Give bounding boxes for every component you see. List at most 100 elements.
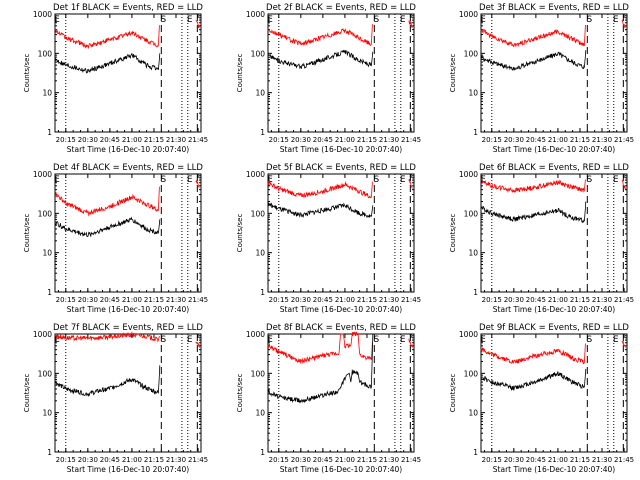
- x-tick-label: 21:15: [144, 136, 164, 144]
- plot-frame: [54, 173, 202, 293]
- y-tick-label: 100: [38, 49, 53, 58]
- x-tick-label: 21:45: [614, 296, 634, 304]
- y-tick-label: 100: [251, 369, 266, 378]
- panel-det-4: Det 4f BLACK = Events, RED = LLD 1 10 100 10…: [23, 163, 208, 314]
- y-tick-label: 100: [38, 209, 53, 218]
- x-tick-label: 21:00: [122, 136, 142, 144]
- panel-title: Det 5f BLACK = Events, RED = LLD: [266, 163, 416, 173]
- marker-label: E: [400, 15, 406, 25]
- x-tick-label: 20:45: [526, 296, 546, 304]
- plot-frame: [480, 13, 628, 133]
- plot-frame: [54, 333, 202, 453]
- plot-frame: [480, 333, 628, 453]
- series-line-lld: [621, 340, 626, 348]
- marker-label: E: [613, 15, 619, 25]
- marker-label: E: [480, 335, 486, 345]
- y-tick-label: 1000: [459, 330, 478, 339]
- y-axis-label: Counts/sec: [23, 374, 31, 413]
- x-tick-label: 20:30: [291, 296, 311, 304]
- x-tick-label: 20:30: [291, 456, 311, 464]
- series-line-lld: [195, 179, 200, 188]
- x-tick-label: 21:15: [570, 456, 590, 464]
- y-tick-label: 100: [251, 209, 266, 218]
- y-tick-label: 1000: [246, 330, 265, 339]
- x-tick-label: 20:15: [269, 136, 289, 144]
- x-tick-label: 21:00: [122, 456, 142, 464]
- x-tick-label: 21:30: [592, 136, 612, 144]
- x-tick-label: 21:00: [548, 136, 568, 144]
- x-tick-label: 20:45: [313, 296, 333, 304]
- y-axis-label: Counts/sec: [23, 214, 31, 253]
- y-tick-label: 100: [464, 49, 479, 58]
- marker-label: E: [400, 175, 406, 185]
- y-tick-label: 10: [42, 409, 52, 418]
- y-axis-label: Counts/sec: [236, 374, 244, 413]
- x-tick-label: 21:45: [614, 456, 634, 464]
- panel-det-8: Det 8f BLACK = Events, RED = LLD 1 10 100 10…: [236, 323, 421, 474]
- y-axis-label: Counts/sec: [236, 214, 244, 253]
- x-tick-label: 20:15: [56, 456, 76, 464]
- marker-label: E: [187, 15, 193, 25]
- y-tick-label: 1000: [33, 10, 52, 19]
- x-tick-label: 21:15: [357, 136, 377, 144]
- marker-label: S: [373, 335, 379, 345]
- y-tick-label: 1: [47, 288, 52, 297]
- y-tick-label: 1: [473, 288, 478, 297]
- y-tick-label: 100: [464, 209, 479, 218]
- x-tick-label: 20:15: [56, 296, 76, 304]
- x-tick-label: 21:45: [188, 136, 208, 144]
- x-tick-label: 20:45: [526, 456, 546, 464]
- marker-label: S: [373, 15, 379, 25]
- y-tick-label: 1000: [459, 10, 478, 19]
- panel-title: Det 9f BLACK = Events, RED = LLD: [479, 323, 629, 333]
- marker-label: E: [480, 15, 486, 25]
- x-tick-label: 20:15: [482, 456, 502, 464]
- series-line-lld: [54, 25, 160, 50]
- series-line-events: [267, 49, 374, 70]
- series-line-events: [267, 333, 374, 404]
- x-tick-label: 21:45: [188, 296, 208, 304]
- x-tick-label: 20:45: [100, 296, 120, 304]
- y-tick-label: 1000: [459, 170, 478, 179]
- y-tick-label: 1: [260, 128, 265, 137]
- x-tick-label: 21:30: [592, 456, 612, 464]
- y-tick-label: 1: [260, 288, 265, 297]
- x-axis-label: Start Time (16-Dec-10 20:07:40): [493, 465, 615, 474]
- panel-title: Det 2f BLACK = Events, RED = LLD: [266, 3, 416, 13]
- y-tick-label: 10: [42, 89, 52, 98]
- x-tick-label: 21:45: [614, 136, 634, 144]
- series-line-lld: [267, 24, 373, 47]
- x-tick-label: 20:15: [56, 136, 76, 144]
- marker-label: E: [54, 175, 60, 185]
- panel-title: Det 8f BLACK = Events, RED = LLD: [266, 323, 416, 333]
- y-tick-label: 10: [468, 89, 478, 98]
- x-tick-label: 21:15: [144, 296, 164, 304]
- y-tick-label: 100: [251, 49, 266, 58]
- y-axis-label: Counts/sec: [449, 54, 457, 93]
- marker-label: S: [160, 335, 166, 345]
- marker-label: E: [613, 175, 619, 185]
- panel-title: Det 6f BLACK = Events, RED = LLD: [479, 163, 629, 173]
- marker-label: E: [267, 335, 273, 345]
- x-tick-label: 21:00: [335, 456, 355, 464]
- x-tick-label: 21:00: [548, 456, 568, 464]
- marker-label: S: [586, 335, 592, 345]
- panel-title: Det 7f BLACK = Events, RED = LLD: [53, 323, 203, 333]
- marker-label: E: [187, 335, 193, 345]
- x-tick-label: 21:45: [401, 296, 421, 304]
- series-line-events: [480, 201, 587, 224]
- x-tick-label: 20:45: [526, 136, 546, 144]
- x-tick-label: 21:15: [570, 136, 590, 144]
- y-tick-label: 10: [255, 409, 265, 418]
- x-tick-label: 21:45: [401, 136, 421, 144]
- y-tick-label: 1: [473, 128, 478, 137]
- y-tick-label: 1: [47, 128, 52, 137]
- series-line-lld: [54, 331, 160, 343]
- series-line-lld: [267, 331, 373, 364]
- x-tick-label: 20:15: [482, 296, 502, 304]
- y-tick-label: 100: [464, 369, 479, 378]
- x-tick-label: 20:45: [100, 456, 120, 464]
- x-tick-label: 20:45: [313, 456, 333, 464]
- x-axis-label: Start Time (16-Dec-10 20:07:40): [493, 305, 615, 314]
